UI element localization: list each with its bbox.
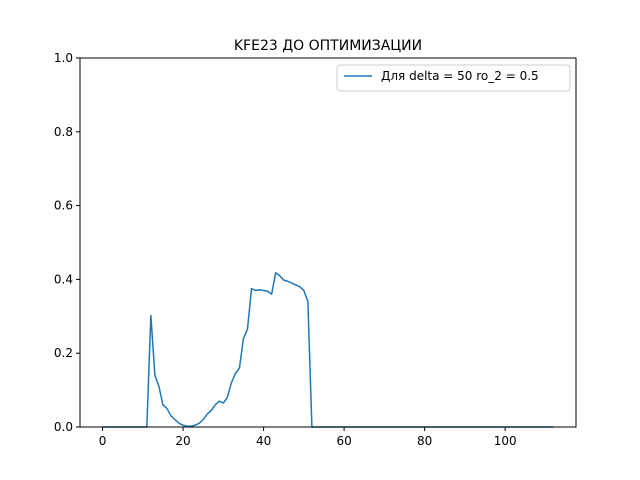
x-tick-label: 20 — [175, 434, 190, 448]
x-tick-label: 100 — [494, 434, 517, 448]
y-tick-label: 0.2 — [54, 346, 73, 360]
y-tick-label: 0.4 — [54, 272, 73, 286]
x-tick-label: 60 — [336, 434, 351, 448]
x-tick-label: 0 — [99, 434, 107, 448]
x-tick-label: 80 — [417, 434, 432, 448]
y-tick-label: 0.0 — [54, 420, 73, 434]
legend: Для delta = 50 ro_2 = 0.5 — [336, 64, 571, 92]
series-group — [102, 272, 554, 428]
plot-frame — [79, 57, 577, 428]
legend-box — [336, 64, 571, 92]
y-tick-label: 0.6 — [54, 199, 73, 213]
axis-ticks: 0 20 40 60 80 100 0.0 0.2 0.4 0.6 0.8 1.0 — [54, 51, 517, 448]
y-tick-label: 1.0 — [54, 51, 73, 65]
chart-title: KFE23 ДО ОПТИМИЗАЦИИ — [234, 38, 422, 54]
series-line — [102, 272, 554, 428]
x-tick-label: 40 — [256, 434, 271, 448]
legend-label: Для delta = 50 ro_2 = 0.5 — [381, 69, 539, 83]
y-tick-label: 0.8 — [54, 125, 73, 139]
